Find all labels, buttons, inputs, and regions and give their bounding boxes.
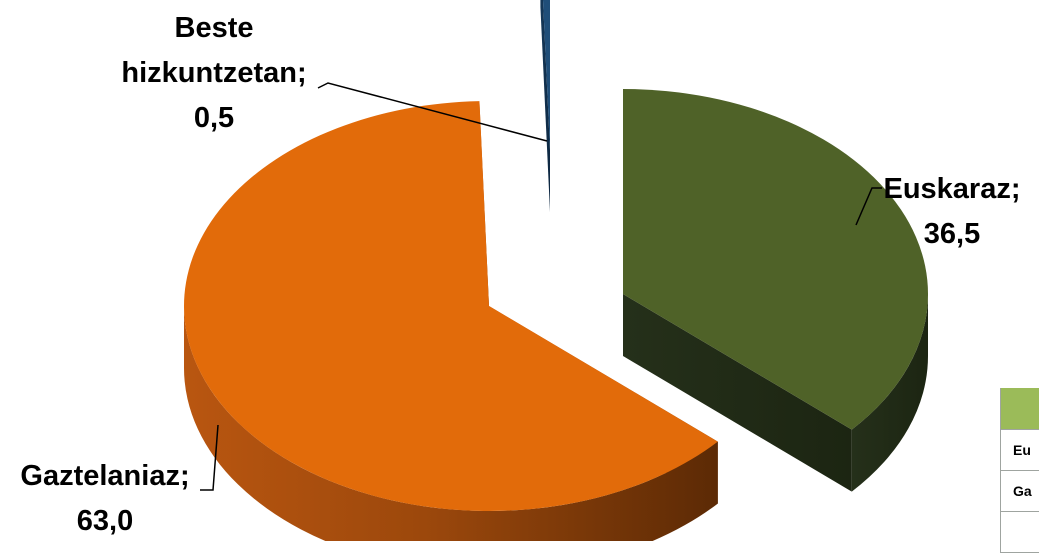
slice-beste-top bbox=[542, 0, 550, 150]
label-beste-line1: Beste bbox=[175, 12, 254, 44]
slice-euskaraz-top bbox=[623, 89, 928, 430]
slice-euskaraz-side bbox=[851, 294, 928, 492]
pie-slices bbox=[184, 0, 928, 541]
table-row: Ga bbox=[1001, 471, 1039, 512]
label-gaztelaniaz-line1: Gaztelaniaz; bbox=[20, 460, 189, 492]
leader-line-euskaraz bbox=[855, 187, 882, 226]
table-row bbox=[1001, 512, 1039, 553]
slice-gaztelaniaz-side bbox=[184, 306, 718, 541]
label-euskaraz-value: 36,5 bbox=[924, 218, 980, 250]
slice-beste bbox=[540, 0, 550, 212]
label-euskaraz-line1: Euskaraz; bbox=[883, 173, 1020, 205]
label-beste-line2: hizkuntzetan; bbox=[121, 57, 306, 89]
table-row: Eu bbox=[1001, 430, 1039, 471]
leader-line-beste bbox=[317, 82, 548, 142]
data-table-partial: Eu Ga bbox=[1000, 388, 1039, 553]
pie-chart: Beste hizkuntzetan; 0,5 Euskaraz; 36,5 G… bbox=[20, 0, 1021, 541]
leader-line-gaztelaniaz bbox=[200, 424, 219, 491]
slice-labels: Beste hizkuntzetan; 0,5 Euskaraz; 36,5 G… bbox=[20, 12, 1020, 537]
slice-gaztelaniaz bbox=[184, 101, 718, 541]
label-beste-value: 0,5 bbox=[194, 102, 234, 134]
table-header bbox=[1001, 388, 1039, 430]
slice-euskaraz-cut-face bbox=[623, 294, 852, 492]
slice-gaztelaniaz-top bbox=[184, 101, 718, 512]
leader-lines bbox=[200, 82, 882, 491]
label-gaztelaniaz-value: 63,0 bbox=[77, 505, 133, 537]
slice-beste-cut-face bbox=[540, 0, 550, 212]
slice-euskaraz bbox=[623, 89, 928, 492]
